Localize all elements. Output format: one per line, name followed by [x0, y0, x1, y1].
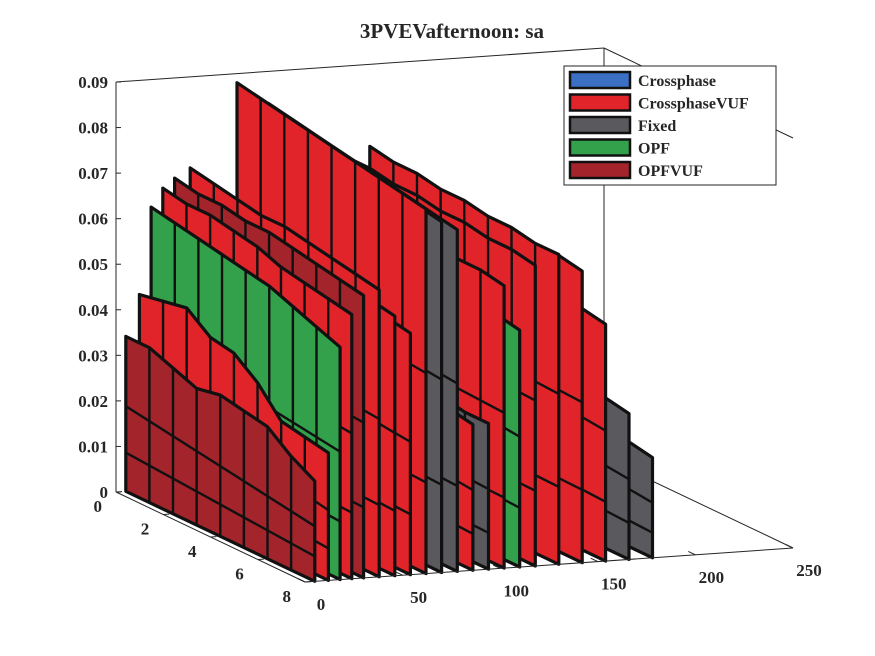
z-tick-label: 0.03	[78, 346, 108, 365]
z-tick-label: 0.07	[78, 164, 108, 183]
legend-swatch	[568, 138, 632, 157]
y-tick-label: 2	[141, 520, 150, 539]
legend-label: OPFVUF	[638, 163, 703, 180]
x-tick-label: 0	[317, 595, 326, 614]
z-tick-label: 0.08	[78, 119, 108, 138]
x-tick-label: 200	[699, 568, 725, 587]
z-tick-label: 0.06	[78, 210, 108, 229]
x-tick-label: 100	[503, 581, 529, 600]
chart-title: 3PVEVafternoon: sa	[360, 19, 545, 43]
legend-label: Fixed	[638, 118, 676, 135]
axis-ticks: 0 0.01 0.02 0.03 0.04 0.05 0.06 0.07 0.08 0.09 0 2 4…	[78, 73, 822, 614]
legend-item: OPFVUF	[568, 160, 703, 180]
x-tick-mark	[785, 544, 794, 549]
z-tick-label: 0.04	[78, 301, 108, 320]
z-tick-label: 0.01	[78, 437, 108, 456]
legend-label: OPF	[638, 141, 670, 158]
mesh-line	[125, 405, 316, 528]
box-back-top	[115, 47, 605, 83]
legend-item: Fixed	[568, 115, 676, 135]
x-tick-label: 50	[410, 588, 427, 607]
legend-item: CrossphaseVUF	[568, 93, 749, 113]
mesh-line	[125, 451, 316, 558]
x-tick-mark	[590, 557, 599, 563]
legend-swatch	[568, 70, 632, 90]
legend-item: OPF	[568, 138, 670, 158]
x-axis-line	[304, 547, 794, 583]
legend-swatch	[568, 115, 632, 135]
y-tick-label: 0	[94, 497, 103, 516]
legend-item: Crossphase	[568, 70, 716, 90]
x-tick-label: 150	[601, 575, 627, 594]
x-tick-mark	[492, 564, 501, 569]
legend-label: CrossphaseVUF	[638, 96, 749, 113]
surface-panel	[124, 334, 317, 583]
x-tick-mark	[688, 550, 696, 556]
y-tick-label: 4	[188, 542, 197, 561]
y-tick-label: 6	[235, 565, 244, 584]
legend-label: Crossphase	[638, 73, 716, 90]
x-tick-mark	[395, 571, 403, 576]
z-tick-label: 0.02	[78, 392, 108, 411]
legend-swatch	[568, 93, 632, 112]
z-tick-label: 0.05	[78, 255, 108, 274]
legend: Crossphase CrossphaseVUF Fixed OPF OPFVUF	[563, 65, 777, 186]
z-tick-label: 0.09	[78, 73, 108, 92]
legend-swatch	[568, 160, 632, 180]
x-tick-mark	[297, 578, 306, 583]
y-tick-label: 8	[283, 587, 292, 606]
z-tick-label: 0	[100, 483, 109, 502]
x-tick-label: 250	[796, 561, 822, 580]
